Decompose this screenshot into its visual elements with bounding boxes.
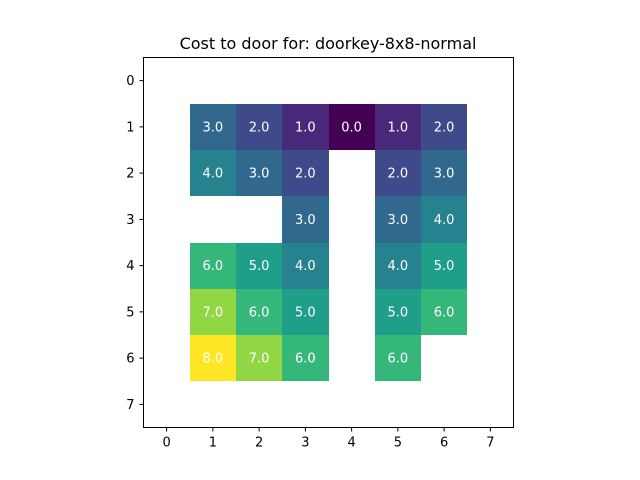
heatmap-cell: [190, 335, 236, 381]
y-tick-label: 2: [126, 167, 134, 182]
cell-value-label: 6.0: [388, 352, 409, 367]
y-tick-label: 5: [126, 305, 134, 320]
cell-value-label: 6.0: [295, 352, 316, 367]
x-tick-label: 2: [255, 436, 263, 451]
axes-frame: [143, 57, 514, 428]
cell-value-label: 0.0: [341, 120, 362, 135]
x-tick-label: 4: [347, 436, 355, 451]
heatmap-cell: [236, 104, 282, 150]
heatmap-cell: [421, 243, 467, 289]
heatmap-cell: [375, 104, 421, 150]
cell-value-label: 4.0: [434, 213, 455, 228]
x-tick-label: 7: [486, 436, 494, 451]
heatmap-cell: [282, 243, 329, 289]
cell-value-label: 6.0: [203, 259, 224, 274]
cell-value-label: 1.0: [295, 120, 316, 135]
chart-title: Cost to door for: doorkey-8x8-normal: [180, 34, 477, 53]
heatmap-cell: [282, 150, 329, 196]
heatmap-cell: [282, 196, 329, 243]
x-tick-label: 3: [301, 436, 309, 451]
heatmap-cell: [190, 289, 236, 335]
cell-value-label: 6.0: [434, 305, 455, 320]
cell-value-label: 3.0: [434, 167, 455, 182]
heatmap-cell: [375, 150, 421, 196]
heatmap-cells: 3.0 2.0 1.0 0.0 1.0 2.0 4.0 3.0 2.0 2.0 3.0 3.0 3.0 4…: [190, 104, 467, 381]
heatmap-cell: [421, 289, 467, 335]
heatmap-cell: [375, 196, 421, 243]
cell-value-label: 5.0: [295, 305, 316, 320]
cell-value-label: 4.0: [295, 259, 316, 274]
heatmap-cell: [421, 150, 467, 196]
cell-value-label: 2.0: [249, 120, 270, 135]
cell-value-label: 5.0: [434, 259, 455, 274]
cell-value-label: 3.0: [203, 120, 224, 135]
x-tick-label: 1: [209, 436, 217, 451]
y-tick-label: 6: [126, 352, 134, 367]
cell-value-label: 2.0: [388, 167, 409, 182]
heatmap-cell: [236, 243, 282, 289]
cell-value-label: 3.0: [295, 213, 316, 228]
heatmap-cell: [236, 335, 282, 381]
cell-value-label: 3.0: [388, 213, 409, 228]
heatmap-cell: [282, 289, 329, 335]
y-tick-label: 3: [126, 213, 134, 228]
y-axis: 0 1 2 3 4 5 6 7: [126, 74, 144, 413]
x-tick-label: 0: [162, 436, 170, 451]
cell-value-label: 5.0: [388, 305, 409, 320]
cell-value-label: 8.0: [203, 352, 224, 367]
heatmap-cell: [236, 150, 282, 196]
cell-value-label: 5.0: [249, 259, 270, 274]
y-tick-label: 4: [126, 259, 134, 274]
y-tick-label: 7: [126, 398, 134, 413]
x-axis: 0 1 2 3 4 5 6 7: [162, 427, 495, 451]
cell-value-label: 2.0: [295, 167, 316, 182]
y-tick-label: 1: [126, 120, 134, 135]
heatmap-cell: [421, 196, 467, 243]
x-tick-label: 5: [394, 436, 402, 451]
heatmap-cell: [190, 150, 236, 196]
cell-value-label: 1.0: [388, 120, 409, 135]
heatmap-cell: [190, 243, 236, 289]
cell-value-label: 2.0: [434, 120, 455, 135]
heatmap-cell: [375, 243, 421, 289]
heatmap-cell: [421, 104, 467, 150]
cell-value-label: 4.0: [388, 259, 409, 274]
cell-value-label: 4.0: [203, 167, 224, 182]
heatmap-cell: [282, 335, 329, 381]
cell-value-label: 6.0: [249, 305, 270, 320]
cell-value-label: 7.0: [249, 352, 270, 367]
heatmap-cell: [190, 104, 236, 150]
cell-value-label: 3.0: [249, 167, 270, 182]
y-tick-label: 0: [126, 74, 134, 89]
heatmap-cell: [375, 289, 421, 335]
heatmap-cell: [236, 289, 282, 335]
heatmap-cell: [375, 335, 421, 381]
heatmap-cell: [282, 104, 329, 150]
heatmap-cell: [329, 104, 375, 150]
x-tick-label: 6: [440, 436, 448, 451]
cell-value-label: 7.0: [203, 305, 224, 320]
